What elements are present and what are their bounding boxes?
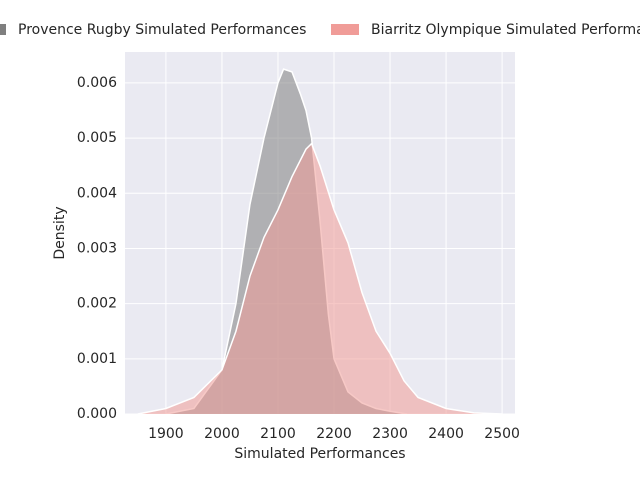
y-axis-label: Density <box>52 206 68 259</box>
legend-label: Provence Rugby Simulated Performances <box>18 22 306 38</box>
x-tick-label: 1900 <box>148 426 184 442</box>
legend-swatch <box>0 24 6 35</box>
x-tick-label: 2400 <box>428 426 464 442</box>
x-tick-label: 2300 <box>372 426 408 442</box>
y-tick-label: 0.006 <box>77 75 117 91</box>
y-tick-label: 0.002 <box>77 296 117 312</box>
x-axis-label: Simulated Performances <box>234 446 405 462</box>
y-tick-label: 0.000 <box>77 406 117 422</box>
x-tick-label: 2100 <box>260 426 296 442</box>
legend-swatch <box>331 24 359 35</box>
y-tick-label: 0.003 <box>77 240 117 256</box>
y-tick-label: 0.004 <box>77 185 117 201</box>
x-tick-label: 2200 <box>316 426 352 442</box>
density-line <box>137 142 503 415</box>
y-tick-label: 0.005 <box>77 130 117 146</box>
x-tick-label: 2500 <box>484 426 520 442</box>
area-fill <box>137 143 503 415</box>
x-tick-label: 2000 <box>204 426 240 442</box>
legend-label: Biarritz Olympique Simulated Performance… <box>371 22 640 38</box>
y-tick-label: 0.001 <box>77 351 117 367</box>
